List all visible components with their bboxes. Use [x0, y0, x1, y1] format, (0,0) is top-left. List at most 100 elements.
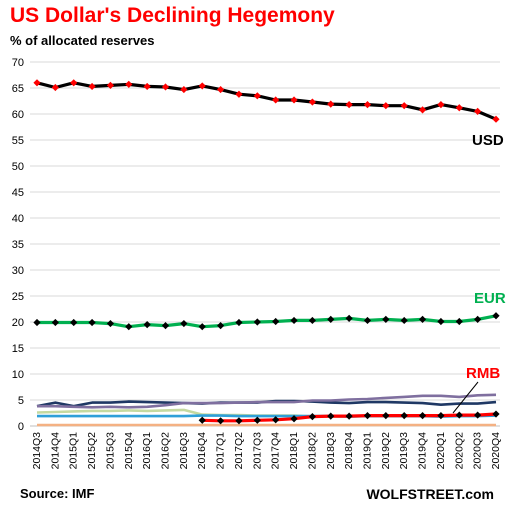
- data-point-rmb: [363, 412, 372, 420]
- x-tick-label: 2020Q4: [490, 432, 502, 470]
- data-point-eur: [125, 323, 133, 331]
- data-point-usd: [106, 81, 115, 89]
- y-tick-label: 15: [12, 343, 24, 355]
- y-tick-label: 5: [18, 395, 24, 407]
- data-point-rmb: [437, 412, 445, 420]
- data-point-eur: [161, 322, 170, 330]
- x-tick-label: 2017Q1: [215, 432, 227, 470]
- data-point-usd: [418, 106, 427, 114]
- data-point-eur: [198, 323, 206, 331]
- y-tick-label: 70: [12, 57, 24, 69]
- y-tick-label: 10: [12, 369, 24, 381]
- data-point-usd: [290, 96, 298, 104]
- data-point-usd: [180, 85, 188, 94]
- x-tick-label: 2019Q1: [361, 432, 373, 470]
- data-point-usd: [217, 85, 225, 94]
- y-tick-label: 30: [12, 265, 24, 277]
- x-tick-label: 2014Q3: [31, 432, 43, 470]
- data-point-eur: [345, 314, 353, 322]
- data-point-usd: [198, 82, 206, 90]
- x-tick-label: 2018Q4: [343, 432, 355, 470]
- data-point-usd: [125, 80, 133, 88]
- data-point-rmb: [492, 410, 500, 418]
- x-tick-label: 2014Q4: [49, 432, 61, 470]
- data-point-usd: [161, 83, 170, 91]
- source-note: Source: IMF: [20, 486, 95, 501]
- chart-subtitle: % of allocated reserves: [10, 33, 155, 48]
- data-point-usd: [382, 102, 390, 110]
- x-tick-label: 2016Q2: [160, 432, 172, 470]
- data-point-usd: [308, 98, 316, 106]
- data-point-rmb: [382, 412, 390, 420]
- data-point-eur: [70, 318, 78, 327]
- series-label-usd: USD: [472, 132, 504, 149]
- data-point-usd: [70, 79, 78, 87]
- data-point-usd: [455, 104, 463, 112]
- data-point-eur: [106, 319, 115, 328]
- data-point-rmb: [272, 416, 280, 424]
- data-point-eur: [51, 318, 59, 327]
- data-point-usd: [345, 101, 353, 109]
- y-tick-label: 25: [12, 291, 24, 303]
- y-tick-label: 40: [12, 213, 24, 225]
- x-tick-label: 2016Q4: [196, 432, 208, 470]
- chart-title: US Dollar's Declining Hegemony: [10, 4, 335, 27]
- data-point-rmb: [253, 416, 261, 424]
- data-point-eur: [88, 318, 96, 327]
- data-point-rmb: [474, 411, 482, 419]
- data-point-rmb: [455, 411, 463, 419]
- data-point-eur: [418, 315, 427, 323]
- data-point-eur: [382, 315, 390, 323]
- data-point-eur: [455, 317, 463, 326]
- data-point-rmb: [400, 412, 408, 420]
- x-tick-label: 2017Q2: [233, 432, 245, 470]
- x-tick-label: 2015Q3: [104, 432, 116, 470]
- series-label-rmb: RMB: [466, 365, 500, 382]
- x-tick-label: 2018Q1: [288, 432, 300, 470]
- data-point-eur: [272, 317, 280, 326]
- data-point-usd: [492, 115, 500, 123]
- data-point-rmb: [290, 415, 298, 423]
- data-point-eur: [308, 316, 316, 325]
- data-point-usd: [437, 101, 445, 109]
- data-point-eur: [474, 315, 482, 323]
- x-tick-label: 2020Q3: [472, 432, 484, 470]
- data-point-eur: [290, 316, 298, 325]
- data-point-usd: [272, 96, 280, 104]
- data-point-eur: [363, 316, 372, 325]
- data-point-eur: [143, 321, 151, 329]
- data-point-rmb: [345, 412, 353, 420]
- data-point-usd: [400, 102, 408, 110]
- x-tick-label: 2019Q2: [380, 432, 392, 470]
- data-point-rmb: [308, 413, 316, 421]
- data-point-usd: [51, 83, 59, 92]
- x-tick-label: 2017Q3: [251, 432, 263, 470]
- x-tick-label: 2018Q2: [306, 432, 318, 470]
- y-tick-label: 60: [12, 109, 24, 121]
- x-tick-label: 2015Q4: [123, 432, 135, 470]
- x-tick-label: 2015Q2: [86, 432, 98, 470]
- data-point-usd: [327, 100, 335, 108]
- x-tick-label: 2019Q4: [417, 432, 429, 470]
- data-point-eur: [327, 315, 335, 323]
- data-point-rmb: [235, 417, 243, 425]
- data-point-eur: [180, 319, 188, 328]
- data-point-usd: [253, 92, 261, 100]
- series-line: [37, 393, 497, 409]
- data-point-rmb: [198, 416, 206, 424]
- y-tick-label: 55: [12, 135, 24, 147]
- x-tick-label: 2017Q4: [270, 432, 282, 470]
- data-point-eur: [217, 322, 225, 330]
- brand-label: WOLFSTREET.com: [366, 486, 494, 502]
- x-tick-label: 2016Q3: [178, 432, 190, 470]
- data-point-rmb: [217, 417, 225, 425]
- data-point-eur: [492, 312, 500, 320]
- data-point-usd: [88, 82, 96, 91]
- x-tick-label: 2020Q2: [453, 432, 465, 470]
- series-line-eur: [37, 314, 497, 329]
- data-point-rmb: [418, 412, 427, 420]
- data-point-eur: [33, 318, 41, 327]
- data-point-usd: [143, 82, 151, 91]
- y-tick-label: 35: [12, 239, 24, 251]
